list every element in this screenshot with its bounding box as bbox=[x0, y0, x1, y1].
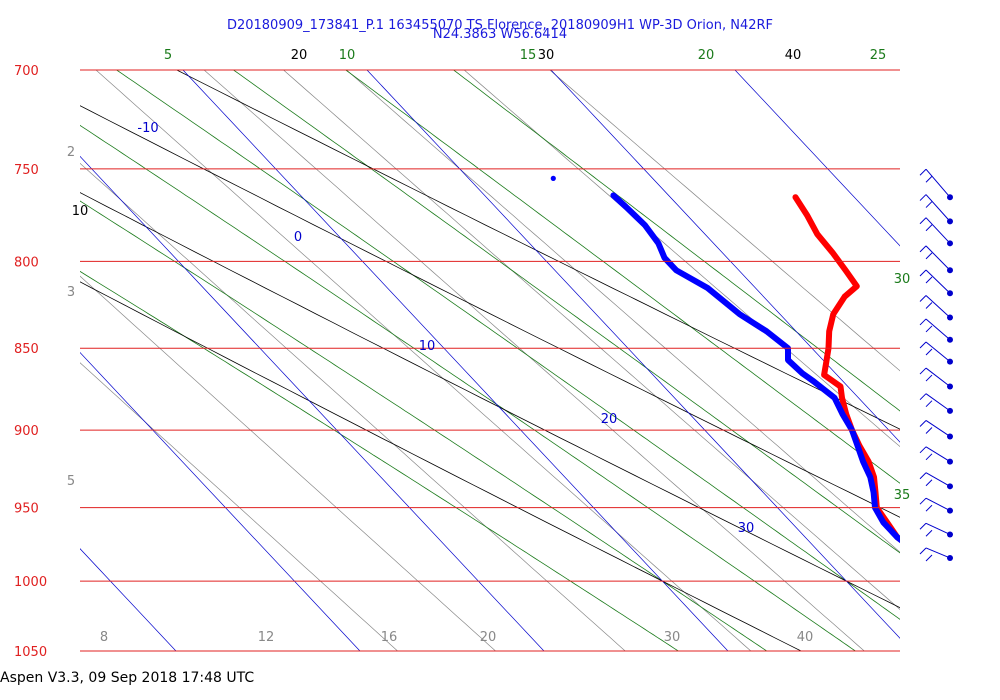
mixing-ratio-label: 30 bbox=[664, 630, 681, 645]
pressure-tick-label: 950 bbox=[14, 502, 39, 517]
pressure-tick-label: 800 bbox=[14, 255, 39, 270]
wind-barb bbox=[919, 522, 953, 538]
mixing-ratio-line bbox=[283, 70, 900, 610]
moist-adiabat-label: 5 bbox=[164, 48, 172, 63]
isotherm-line bbox=[734, 70, 900, 247]
mixing-ratio-line bbox=[80, 362, 398, 651]
wind-barb bbox=[919, 194, 953, 225]
moist-adiabat-line bbox=[80, 270, 680, 651]
dry-adiabat-line bbox=[176, 70, 900, 430]
dry-adiabat-label: 10 bbox=[72, 204, 89, 219]
isotherm-line bbox=[80, 548, 177, 651]
moist-adiabat-line bbox=[115, 70, 900, 620]
wind-barb bbox=[919, 217, 953, 247]
isotherm-line bbox=[550, 70, 900, 443]
footer-text: Aspen V3.3, 09 Sep 2018 17:48 UTC bbox=[0, 670, 255, 686]
pressure-tick-label: 700 bbox=[14, 64, 39, 79]
wind-barb bbox=[919, 341, 953, 365]
wind-barb bbox=[919, 367, 953, 390]
mixing-ratio-line bbox=[203, 70, 865, 651]
wind-barb bbox=[919, 245, 953, 274]
mixing-ratio-line bbox=[95, 70, 752, 651]
mixing-ratio-line bbox=[80, 162, 626, 651]
moist-adiabat-label: 20 bbox=[698, 48, 715, 63]
mixing-ratio-label: 16 bbox=[381, 630, 398, 645]
isotherm-line bbox=[80, 352, 361, 651]
moist-adiabat-line bbox=[80, 200, 768, 651]
wind-barb bbox=[919, 547, 953, 562]
wind-barb bbox=[919, 420, 953, 440]
mixing-ratio-label: 40 bbox=[797, 630, 814, 645]
chart-title-line1: D20180909_173841_P.1 163455070 TS Floren… bbox=[226, 18, 774, 33]
mixing-ratio-label: 3 bbox=[67, 285, 75, 300]
moist-adiabat-label: 30 bbox=[894, 272, 911, 287]
pressure-tick-label: 850 bbox=[14, 342, 39, 357]
dry-adiabat-label: 20 bbox=[291, 48, 308, 63]
mixing-ratio-line bbox=[549, 70, 900, 372]
mixing-ratio-label: 2 bbox=[67, 145, 75, 160]
dry-adiabat-line bbox=[80, 105, 900, 518]
moist-adiabat-label: 25 bbox=[870, 48, 887, 63]
moist-adiabat-line bbox=[452, 70, 900, 412]
moist-adiabat-line bbox=[232, 70, 900, 554]
mixing-ratio-label: 5 bbox=[67, 474, 75, 489]
wind-barb bbox=[919, 393, 953, 414]
moist-adiabat-line bbox=[345, 70, 900, 484]
pressure-tick-label: 750 bbox=[14, 163, 39, 178]
isotherm-line bbox=[182, 70, 729, 651]
dry-adiabat-line bbox=[80, 192, 900, 609]
wind-barb bbox=[919, 269, 953, 297]
isotherm-label: 10 bbox=[419, 339, 436, 354]
dry-adiabat-label: 30 bbox=[538, 48, 555, 63]
mixing-ratio-label: 20 bbox=[480, 630, 497, 645]
pressure-tick-label: 1050 bbox=[14, 645, 47, 660]
moist-adiabat-label: 35 bbox=[894, 488, 911, 503]
mixing-ratio-label: 8 bbox=[100, 630, 108, 645]
mixing-ratio-line bbox=[80, 275, 496, 651]
chart-title-line2: N24.3863 W56.6414 bbox=[432, 27, 568, 42]
wind-barb bbox=[919, 472, 953, 490]
moist-adiabat-label: 15 bbox=[520, 48, 537, 63]
dewpoint-point bbox=[550, 175, 556, 181]
isotherm-label: -10 bbox=[137, 121, 158, 136]
isotherm-line bbox=[919, 70, 1000, 651]
dry-adiabat-line bbox=[80, 281, 802, 651]
plot-area bbox=[80, 70, 1000, 651]
wind-barb bbox=[919, 497, 953, 514]
isotherm-label: 30 bbox=[738, 521, 755, 536]
isotherm-label: 0 bbox=[294, 230, 302, 245]
isotherm-line bbox=[80, 155, 545, 651]
wind-barb bbox=[919, 168, 953, 201]
wind-barb bbox=[919, 446, 953, 465]
moist-adiabat-label: 10 bbox=[339, 48, 356, 63]
pressure-tick-label: 900 bbox=[14, 424, 39, 439]
wind-barb bbox=[919, 318, 953, 343]
dry-adiabat-label: 40 bbox=[785, 48, 802, 63]
isotherm-line bbox=[366, 70, 900, 639]
pressure-tick-label: 1000 bbox=[14, 575, 47, 590]
moist-adiabat-line bbox=[80, 124, 857, 651]
wind-barb bbox=[919, 295, 953, 321]
mixing-ratio-line bbox=[346, 70, 900, 553]
mixing-ratio-label: 12 bbox=[258, 630, 275, 645]
mixing-ratio-line bbox=[463, 70, 900, 448]
isotherm-label: 20 bbox=[601, 412, 618, 427]
